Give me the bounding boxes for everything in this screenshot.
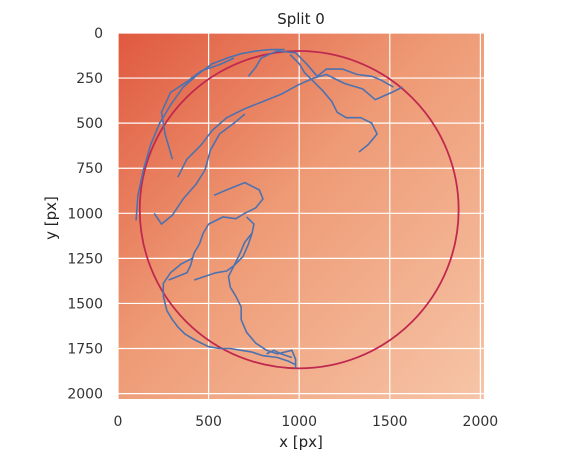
series-0-path-7: [193, 216, 255, 281]
series-0-path-10: [266, 349, 293, 359]
x-tick-label-1: 500: [195, 414, 222, 430]
y-tick-label-1: 250: [76, 71, 103, 87]
y-tick-label-2: 500: [76, 116, 103, 132]
series-0-path-1: [160, 57, 235, 160]
y-tick-labels: 0 250 500 750 1000 1250 1500 1750 2000: [67, 26, 103, 403]
series-0-path-0: [135, 48, 285, 221]
dish-boundary-circle: [138, 50, 460, 370]
series-0-path-3: [247, 50, 394, 88]
x-axis-label: x [px]: [279, 433, 323, 451]
chart-title: Split 0: [277, 10, 325, 28]
series-0-path-9: [227, 232, 297, 369]
y-tick-label-5: 1250: [67, 251, 103, 267]
grid: [117, 32, 484, 399]
y-tick-label-4: 1000: [67, 206, 103, 222]
series-0-path-4: [153, 113, 246, 225]
series-0-path-5: [289, 54, 378, 153]
x-tick-labels: 0 500 1000 1500 2000: [114, 414, 499, 430]
y-tick-label-8: 2000: [67, 387, 103, 403]
series-layer: [135, 48, 403, 369]
x-tick-label-4: 2000: [463, 414, 499, 430]
y-tick-label-6: 1500: [67, 296, 103, 312]
dish-circle-layer: [138, 50, 460, 370]
series-0-path-8: [162, 257, 296, 366]
x-tick-label-2: 1000: [281, 414, 317, 430]
series-0-path-6: [168, 181, 264, 281]
y-tick-label-7: 1750: [67, 342, 103, 358]
y-axis-label: y [px]: [42, 196, 60, 240]
x-tick-label-3: 1500: [372, 414, 408, 430]
plot-area: [117, 32, 484, 399]
x-tick-label-0: 0: [114, 414, 123, 430]
y-tick-label-0: 0: [94, 26, 103, 42]
background-image: [118, 33, 484, 399]
y-tick-label-3: 750: [76, 161, 103, 177]
series-0-path-2: [177, 73, 403, 178]
